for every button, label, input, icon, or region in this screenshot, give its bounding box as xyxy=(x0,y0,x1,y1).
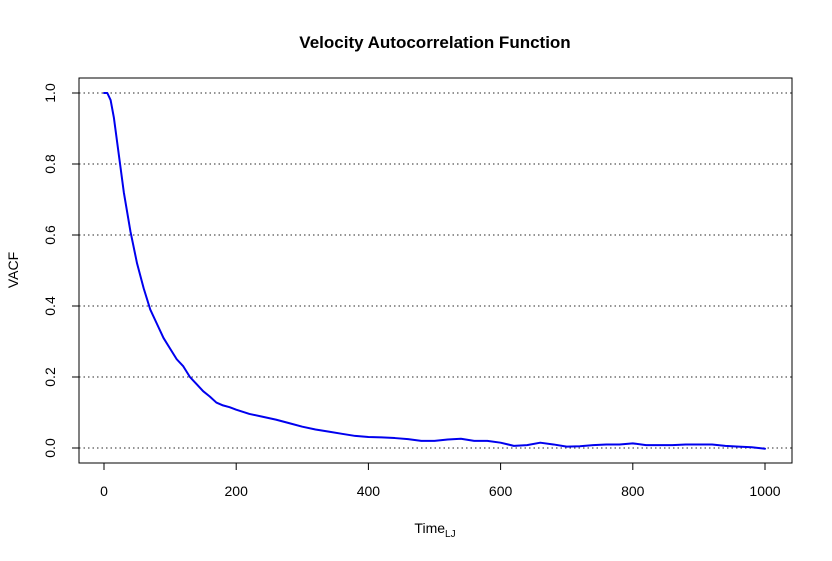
y-axis: 0.0 0.2 0.4 0.6 0.8 1.0 xyxy=(42,83,80,458)
x-tick-label-3: 600 xyxy=(489,483,513,499)
y-tick-label-5: 1.0 xyxy=(42,83,58,103)
chart-title: Velocity Autocorrelation Function xyxy=(299,33,570,52)
gridlines xyxy=(79,92,792,449)
y-tick-label-2: 0.4 xyxy=(42,296,58,316)
x-tick-label-1: 200 xyxy=(225,483,249,499)
y-axis-label: VACF xyxy=(5,252,21,288)
series-layer xyxy=(103,92,766,450)
x-axis-label: TimeLJ xyxy=(414,520,455,540)
series-line-0 xyxy=(103,92,766,450)
plot-frame xyxy=(78,77,793,464)
x-axis-label-main: Time xyxy=(414,520,445,536)
y-tick-label-4: 0.8 xyxy=(42,154,58,174)
y-tick-label-1: 0.2 xyxy=(42,367,58,387)
x-tick-label-4: 800 xyxy=(621,483,645,499)
x-tick-label-0: 0 xyxy=(100,483,108,499)
x-axis: 0 200 400 600 800 1000 xyxy=(100,462,781,499)
x-tick-label-5: 1000 xyxy=(749,483,780,499)
x-axis-label-subscript: LJ xyxy=(445,529,456,540)
y-tick-label-0: 0.0 xyxy=(42,438,58,458)
y-tick-label-3: 0.6 xyxy=(42,225,58,245)
x-tick-label-2: 400 xyxy=(357,483,381,499)
